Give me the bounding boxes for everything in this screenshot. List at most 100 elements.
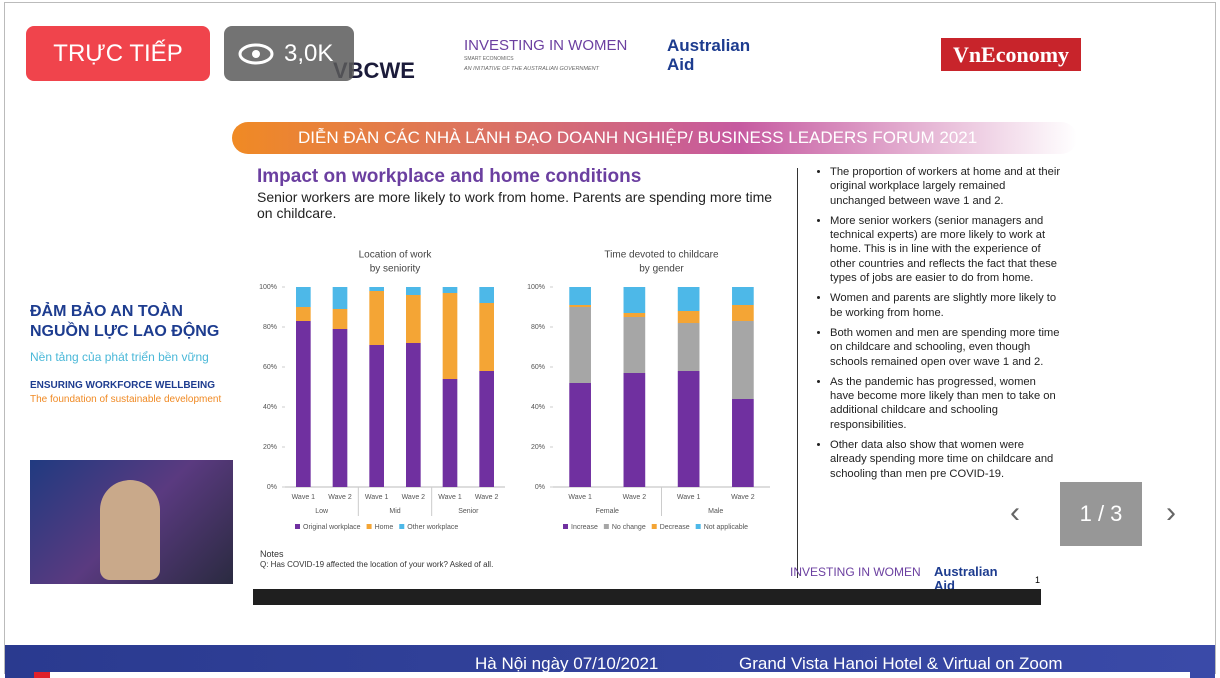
- bar-segment: [677, 311, 700, 323]
- y-tick-label: 40%: [531, 404, 545, 411]
- x-tick-label: Wave 2: [328, 494, 352, 501]
- legend-label: Original workplace: [303, 524, 361, 531]
- bar-segment: [296, 307, 311, 321]
- y-tick-label: 20%: [263, 444, 277, 451]
- x-tick-label: Wave 1: [438, 494, 462, 501]
- forum-banner: DIỄN ĐÀN CÁC NHÀ LÃNH ĐẠO DOANH NGHIỆP/ …: [232, 122, 1077, 154]
- bullet: The proportion of workers at home and at…: [830, 165, 1062, 208]
- aus-logo: Australian: [667, 36, 751, 55]
- bar-segment: [677, 371, 700, 487]
- footer-date: Hà Nội ngày 07/10/2021: [475, 654, 659, 673]
- notes-label: Notes: [260, 549, 284, 559]
- y-tick-label: 40%: [263, 404, 277, 411]
- legend-label: Home: [375, 524, 394, 531]
- bullet: As the pandemic has progressed, women ha…: [830, 375, 1062, 432]
- viewer-count: 3,0K: [224, 26, 354, 81]
- chart-subtitle: by gender: [639, 264, 684, 275]
- bar-segment: [732, 287, 754, 305]
- legend-swatch: [399, 524, 405, 529]
- x-tick-label: Wave 1: [677, 494, 701, 501]
- y-tick-label: 60%: [263, 364, 277, 371]
- group-label: Male: [708, 508, 723, 515]
- bar-segment: [442, 287, 458, 293]
- pager: 1 / 3: [1060, 482, 1142, 546]
- x-tick-label: Wave 2: [731, 494, 755, 501]
- side-title: ĐẢM BẢO AN TOÀN: [30, 303, 183, 320]
- bar-segment: [623, 287, 646, 313]
- legend-label: Other workplace: [407, 524, 458, 531]
- iiw-tag: AN INITIATIVE OF THE AUSTRALIAN GOVERNME…: [464, 66, 599, 72]
- legend-swatch: [651, 524, 657, 529]
- bar-segment: [296, 321, 311, 487]
- chart-title: Location of work: [359, 250, 433, 261]
- bar-segment: [442, 379, 458, 487]
- slide: [253, 157, 1041, 589]
- x-tick-label: Wave 2: [402, 494, 426, 501]
- chart-title: Time devoted to childcare: [604, 250, 719, 261]
- bar-segment: [442, 293, 458, 379]
- side-title-en: ENSURING WORKFORCE WELLBEING: [30, 380, 215, 391]
- bullet-list: The proportion of workers at home and at…: [812, 165, 1062, 487]
- slide-page: 1: [1035, 575, 1041, 585]
- y-tick-label: 80%: [531, 324, 545, 331]
- legend-swatch: [295, 524, 300, 529]
- bar-segment: [623, 317, 646, 373]
- x-tick-label: Wave 2: [475, 494, 499, 501]
- side-tagline: Nền tảng của phát triển bền vững: [30, 350, 209, 364]
- bar-segment: [406, 295, 421, 343]
- y-tick-label: 100%: [259, 284, 277, 291]
- legend-label: No change: [612, 524, 646, 531]
- y-tick-label: 0%: [535, 484, 545, 491]
- slide-subtitle: Senior workers are more likely to work f…: [257, 189, 773, 221]
- group-label: Low: [315, 508, 329, 515]
- legend-label: Not applicable: [704, 524, 748, 531]
- bar-segment: [677, 323, 700, 371]
- bar-segment: [296, 287, 311, 307]
- notes: Q: Has COVID-19 affected the location of…: [260, 560, 494, 569]
- webcam-video: [30, 460, 233, 584]
- y-tick-label: 0%: [267, 484, 277, 491]
- bar-segment: [369, 291, 384, 345]
- bar-segment: [569, 305, 591, 307]
- bullet: Other data also show that women were alr…: [830, 438, 1062, 481]
- bar-segment: [369, 287, 384, 291]
- bar-segment: [479, 287, 494, 303]
- bar-segment: [332, 309, 348, 329]
- group-label: Mid: [389, 508, 400, 515]
- slide-footer-logo: INVESTING IN WOMEN: [790, 565, 921, 579]
- aus-logo: Aid: [667, 55, 695, 74]
- comment-bar: [50, 672, 1190, 678]
- bar-segment: [569, 383, 591, 487]
- live-badge: TRỰC TIẾP: [26, 26, 210, 81]
- x-tick-label: Wave 1: [365, 494, 389, 501]
- legend-swatch: [603, 524, 609, 529]
- eye-icon: [238, 43, 274, 65]
- group-label: Female: [596, 508, 619, 515]
- bar-segment: [369, 345, 384, 487]
- side-title: NGUỒN LỰC LAO ĐỘNG: [30, 323, 220, 340]
- bar-segment: [623, 313, 646, 317]
- x-tick-label: Wave 2: [623, 494, 647, 501]
- bar-segment: [732, 399, 754, 487]
- slide-title: Impact on workplace and home conditions: [257, 166, 642, 187]
- bar-segment: [623, 373, 646, 487]
- chart-subtitle: by seniority: [370, 264, 421, 275]
- x-tick-label: Wave 1: [568, 494, 592, 501]
- bar-segment: [332, 329, 348, 487]
- prev-arrow[interactable]: ‹: [1010, 496, 1020, 529]
- comment-marker: [34, 672, 50, 678]
- vneconomy-logo: VnEconomy: [941, 38, 1081, 71]
- bullet: Women and parents are slightly more like…: [830, 291, 1062, 320]
- footer-venue: Grand Vista Hanoi Hotel & Virtual on Zoo…: [739, 654, 1063, 673]
- next-arrow[interactable]: ›: [1166, 496, 1176, 529]
- divider: [797, 168, 798, 578]
- bar-segment: [406, 343, 421, 487]
- iiw-sub: SMART ECONOMICS: [464, 56, 514, 62]
- bullet: Both women and men are spending more tim…: [830, 326, 1062, 369]
- y-tick-label: 80%: [263, 324, 277, 331]
- bar-segment: [732, 305, 754, 321]
- legend-label: Decrease: [660, 524, 690, 531]
- bar-segment: [677, 287, 700, 311]
